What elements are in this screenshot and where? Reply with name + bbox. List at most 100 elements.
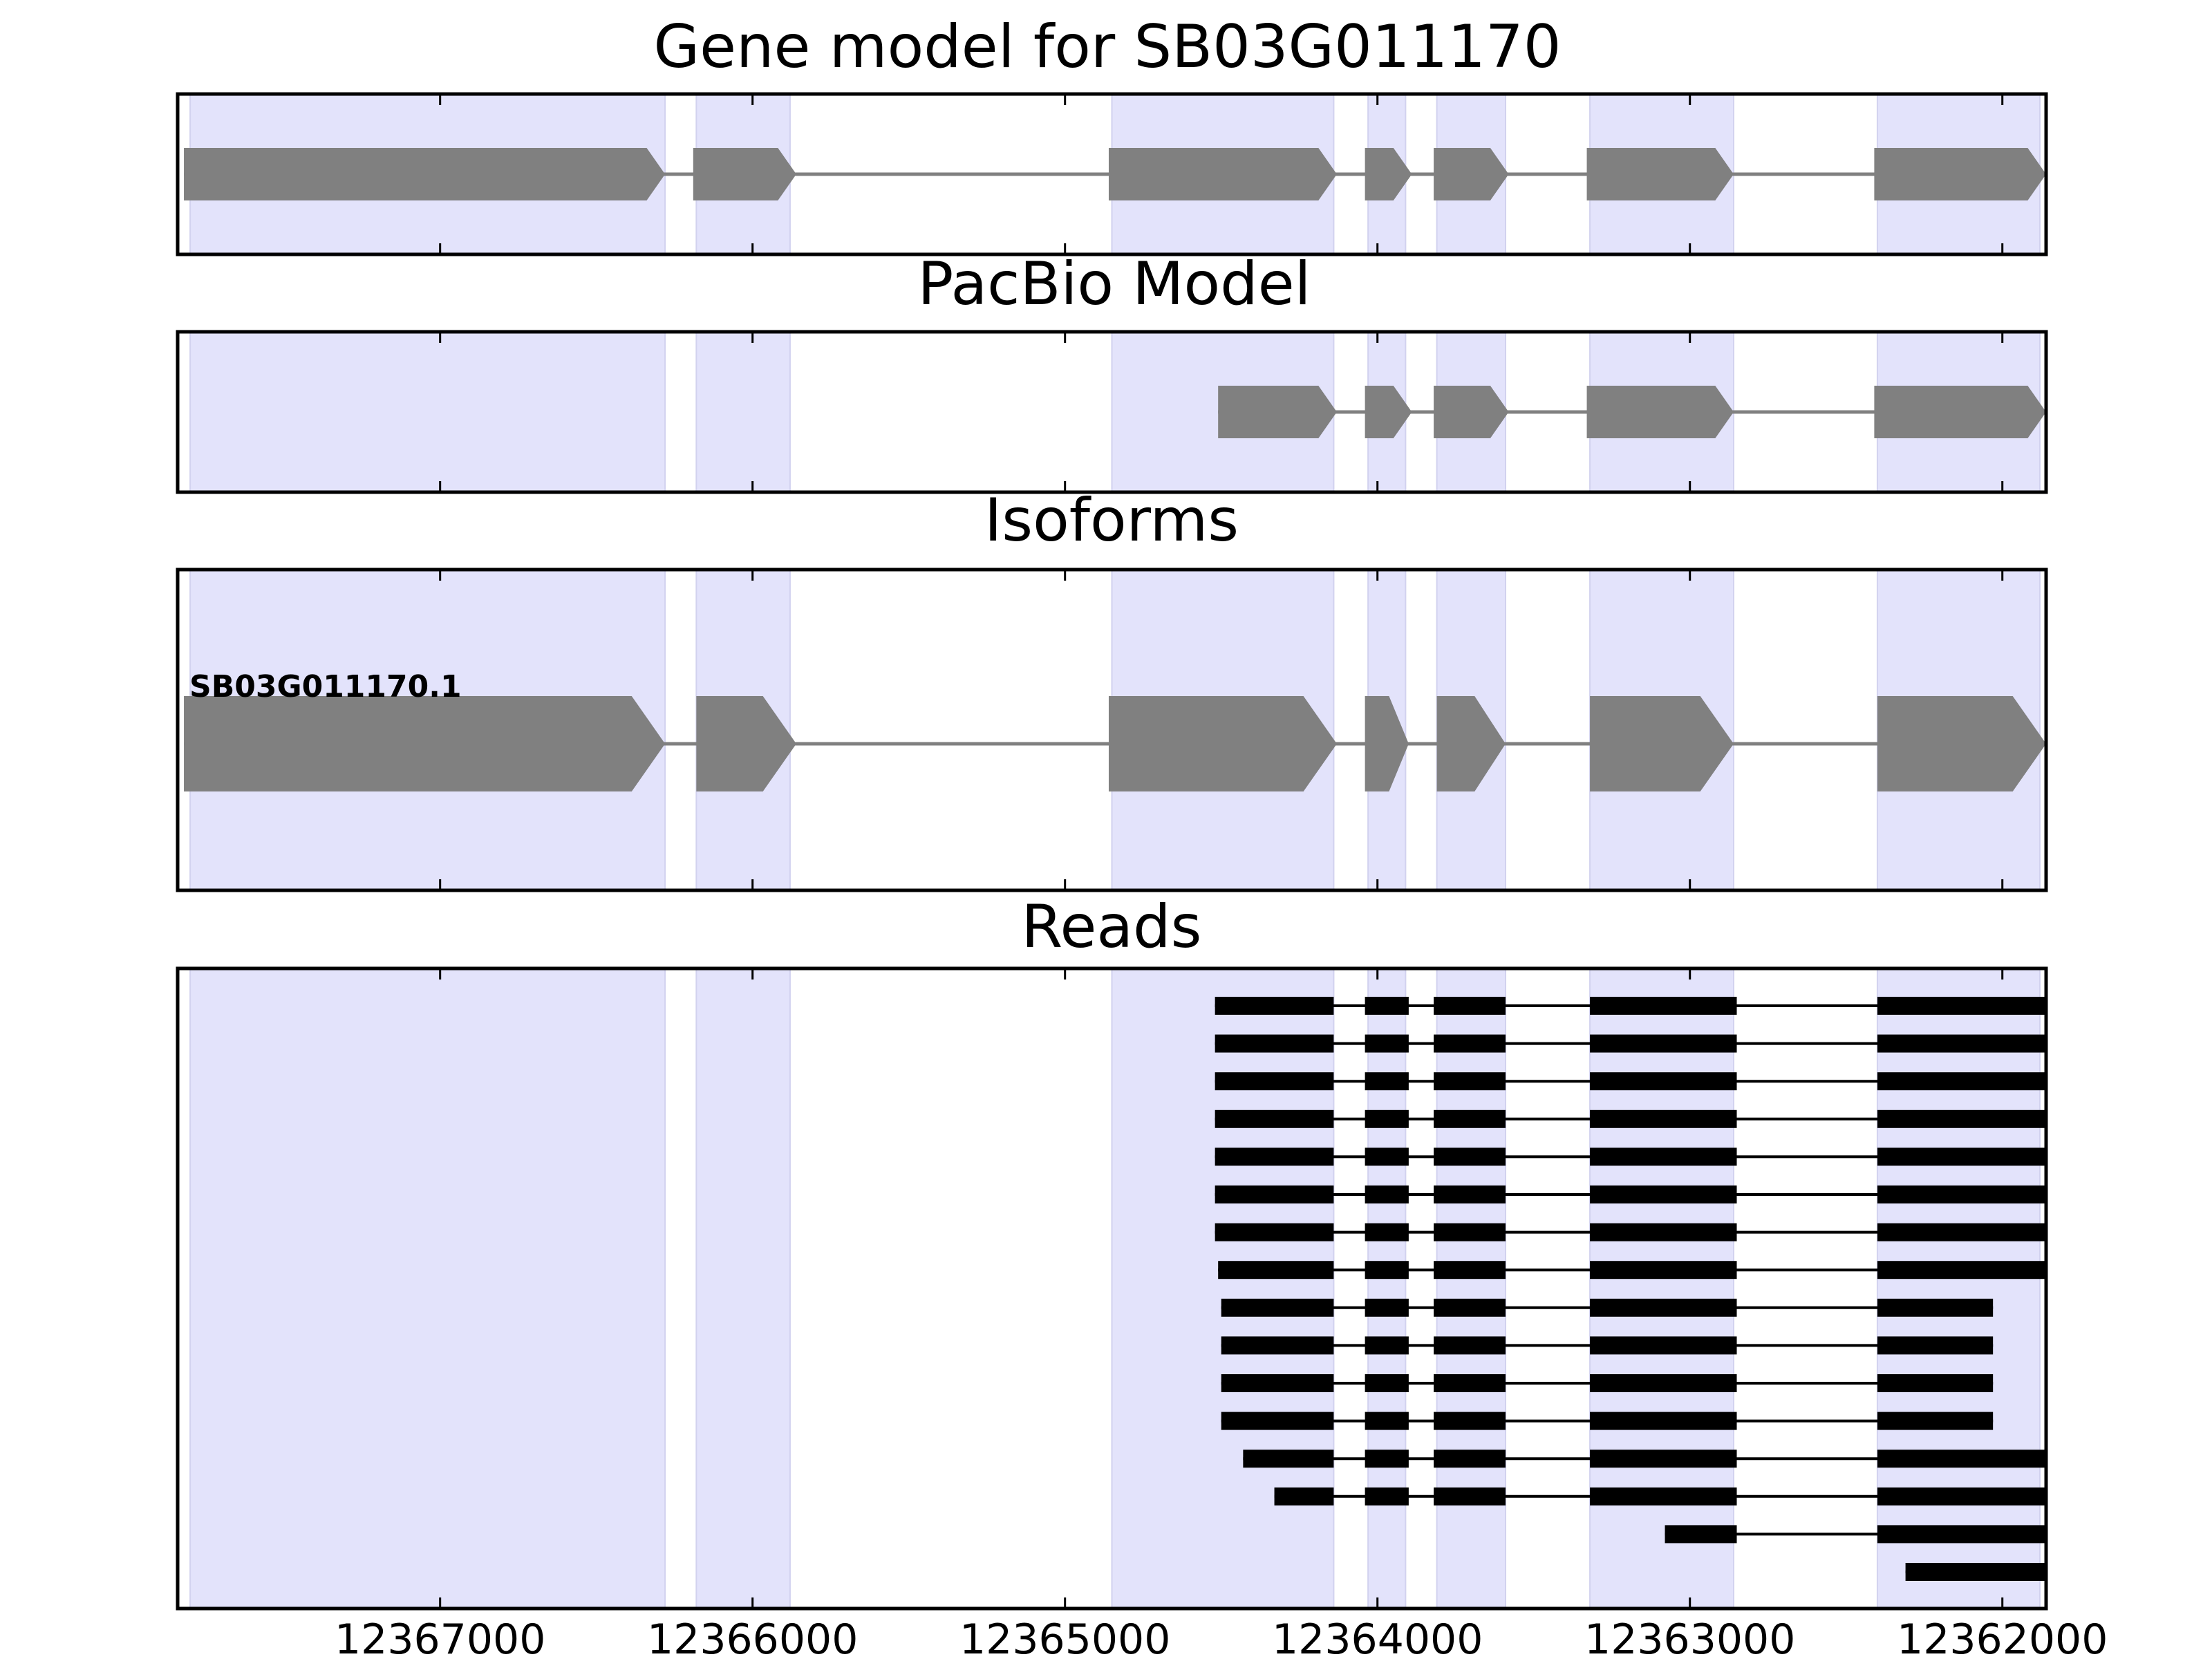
read-exon-block — [1877, 1223, 2046, 1241]
read-exon-block — [1877, 1147, 2046, 1166]
x-tick-label: 12364000 — [1272, 1615, 1483, 1659]
panel-title-gene-model: Gene model for SB03G011170 — [654, 12, 1562, 82]
read-exon-block — [1877, 1487, 2046, 1506]
read-exon-block — [1215, 1223, 1334, 1241]
exon-arrow — [1365, 696, 1409, 791]
exon-arrow — [184, 696, 666, 791]
read-exon-block — [1590, 1412, 1737, 1430]
exon-arrow — [696, 696, 796, 791]
read-exon-block — [1434, 1374, 1506, 1392]
read-exon-block — [1590, 1487, 1737, 1506]
read-exon-block — [1365, 1336, 1409, 1355]
panel-ticks — [439, 570, 2004, 890]
read-exon-block — [1434, 1072, 1506, 1091]
read-exon-block — [1877, 1525, 2046, 1544]
exon-arrow — [1434, 148, 1509, 200]
read-exon-block — [1434, 1487, 1506, 1506]
panel-gene-model: Gene model for SB03G011170 — [176, 12, 2048, 256]
exon-arrow — [184, 148, 666, 200]
read-exon-block — [1365, 1223, 1409, 1241]
exon-arrow — [1874, 386, 2046, 438]
read-exon-block — [1215, 997, 1334, 1015]
read-exon-block — [1365, 1412, 1409, 1430]
read-exon-block — [1877, 1072, 2046, 1091]
read-exon-block — [1590, 1261, 1737, 1280]
panel-frame — [176, 330, 2048, 494]
read-exon-block — [1215, 1072, 1334, 1091]
read-exon-block — [1665, 1525, 1737, 1544]
panel-features — [184, 148, 2046, 200]
read-exon-block — [1434, 1298, 1506, 1317]
x-axis-tick-labels: 12367000 12366000 12365000 12364000 12363000… — [335, 1615, 2108, 1659]
panel-frame — [176, 966, 2048, 1611]
read-exon-block — [1215, 1185, 1334, 1203]
read-exon-block — [1434, 1450, 1506, 1468]
exon-arrow — [1877, 696, 2046, 791]
exon-highlight-band — [1589, 968, 1734, 1609]
read-row — [1218, 1261, 2046, 1280]
exon-arrow — [1586, 148, 1734, 200]
read-exon-block — [1365, 997, 1409, 1015]
read-exon-block — [1365, 1261, 1409, 1280]
panel-features — [1218, 386, 2046, 438]
read-row — [1221, 1298, 1994, 1317]
read-exon-block — [1215, 1147, 1334, 1166]
exon-highlight-band — [1111, 968, 1335, 1609]
read-exon-block — [1365, 1298, 1409, 1317]
read-exon-block — [1590, 1450, 1737, 1468]
read-exon-block — [1877, 1336, 1994, 1355]
read-row — [1215, 1072, 2046, 1091]
read-exon-block — [1365, 1450, 1409, 1468]
panel-highlights — [189, 968, 2041, 1609]
read-row — [1274, 1487, 2046, 1506]
read-exon-block — [1590, 1147, 1737, 1166]
read-exon-block — [1434, 1034, 1506, 1053]
exon-arrow — [1874, 148, 2046, 200]
read-exon-block — [1905, 1563, 2046, 1581]
exon-highlight-band — [189, 331, 666, 493]
read-row — [1221, 1374, 1994, 1392]
read-exon-block — [1877, 1450, 2046, 1468]
read-exon-block — [1877, 1374, 1994, 1392]
read-row — [1905, 1563, 2046, 1581]
panel-reads: Reads 12367000 12366000 12365000 12364000 12… — [176, 892, 2108, 1659]
read-exon-block — [1218, 1261, 1334, 1280]
read-exon-block — [1590, 1374, 1737, 1392]
read-exon-block — [1365, 1374, 1409, 1392]
read-exon-block — [1365, 1185, 1409, 1203]
exon-arrow — [1365, 148, 1412, 200]
read-exon-block — [1215, 1109, 1334, 1128]
read-exon-block — [1221, 1374, 1334, 1392]
read-exon-block — [1215, 1034, 1334, 1053]
read-row — [1243, 1450, 2046, 1468]
x-tick-label: 12363000 — [1584, 1615, 1795, 1659]
read-exon-block — [1877, 1185, 2046, 1203]
read-exon-block — [1590, 1223, 1737, 1241]
read-row — [1221, 1336, 1994, 1355]
read-exon-block — [1221, 1336, 1334, 1355]
exon-highlight-band — [695, 968, 791, 1609]
x-tick-label: 12366000 — [647, 1615, 858, 1659]
read-exon-block — [1877, 1109, 2046, 1128]
read-exon-block — [1590, 1185, 1737, 1203]
read-exon-block — [1877, 1261, 2046, 1280]
panel-title-reads: Reads — [1022, 892, 1202, 962]
exon-arrow — [1108, 696, 1337, 791]
read-exon-block — [1590, 1072, 1737, 1091]
read-exon-block — [1221, 1298, 1334, 1317]
read-exon-block — [1590, 997, 1737, 1015]
read-exon-block — [1434, 997, 1506, 1015]
read-exon-block — [1365, 1487, 1409, 1506]
read-exon-block — [1877, 1034, 2046, 1053]
panel-frame — [176, 92, 2048, 256]
panel-features — [1215, 997, 2046, 1581]
read-row — [1215, 1109, 2046, 1128]
read-exon-block — [1365, 1109, 1409, 1128]
read-row — [1665, 1525, 2046, 1544]
exon-arrow — [1108, 148, 1337, 200]
read-exon-block — [1877, 1298, 1994, 1317]
read-exon-block — [1221, 1412, 1334, 1430]
read-exon-block — [1590, 1034, 1737, 1053]
read-exon-block — [1877, 997, 2046, 1015]
read-exon-block — [1365, 1147, 1409, 1166]
